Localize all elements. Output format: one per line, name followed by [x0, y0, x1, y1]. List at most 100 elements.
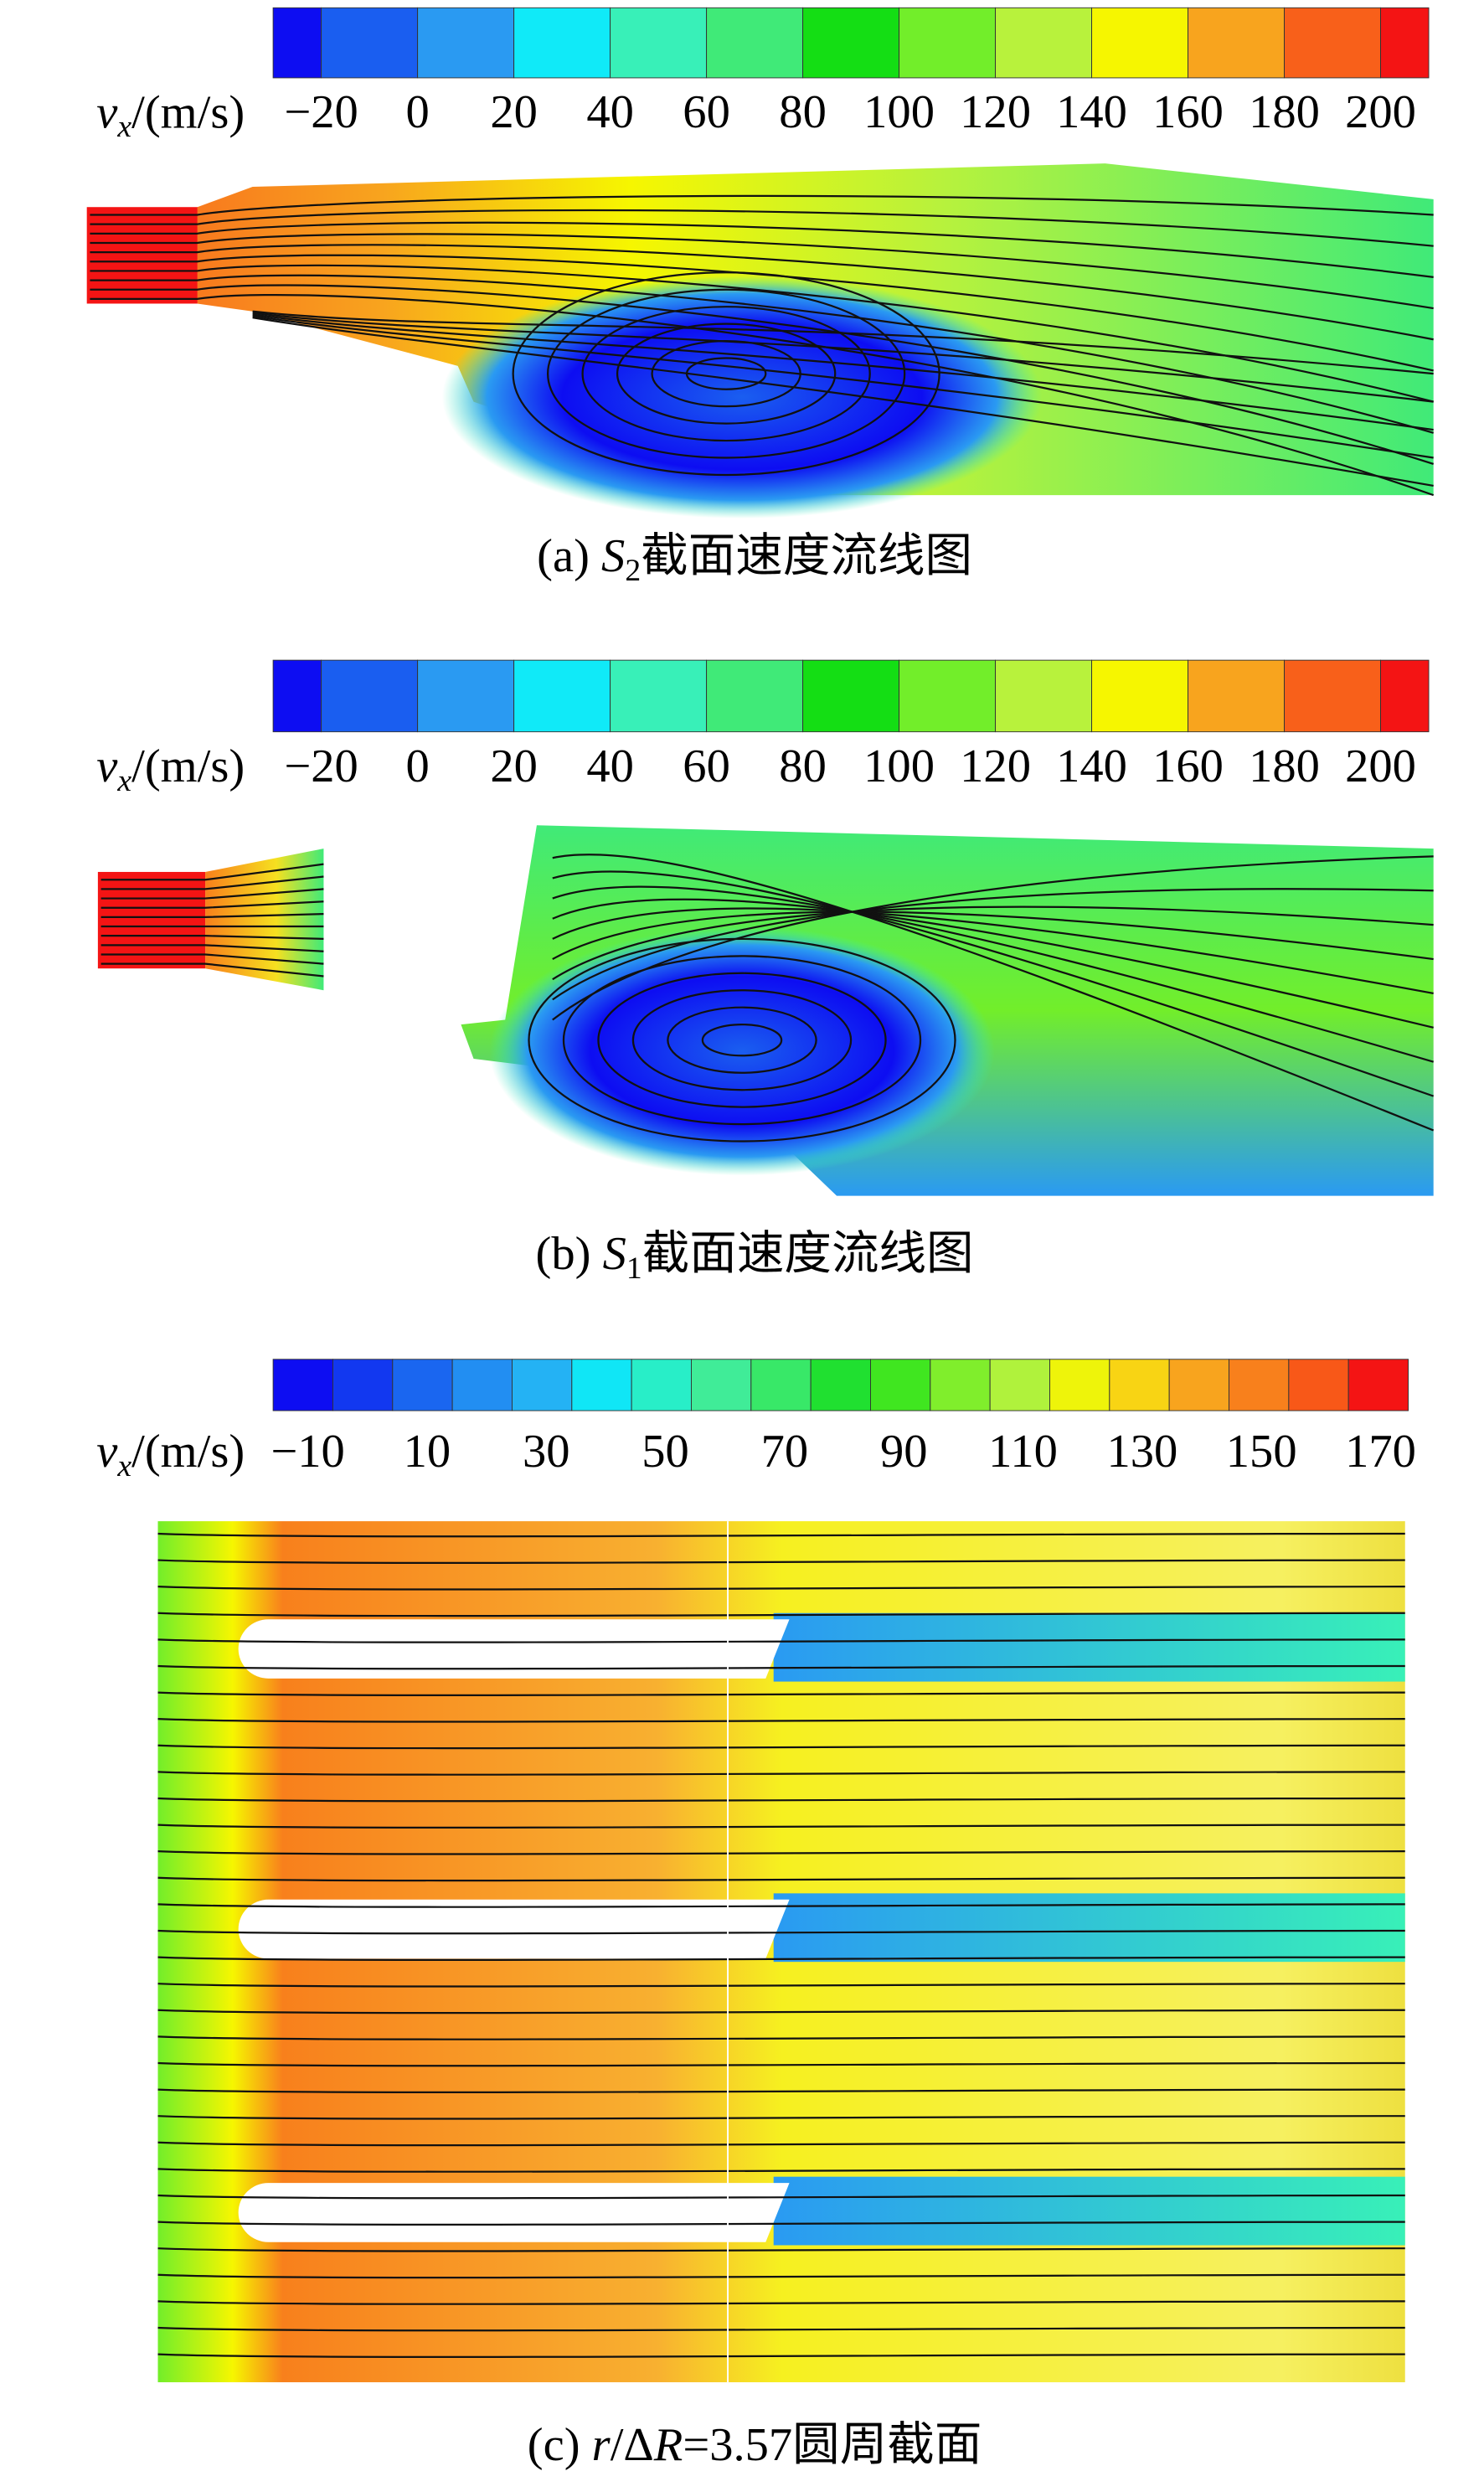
caption-symbol: R [653, 2419, 683, 2471]
streamline [157, 2141, 1405, 2147]
caption-text: 截面速度流线图 [641, 530, 972, 582]
colorbar-label: vx/(m/s) [96, 87, 245, 144]
colorbar-segment [995, 7, 1093, 79]
colorbar-segment [1049, 1359, 1110, 1411]
colorbar-segment [571, 1359, 632, 1411]
colorbar-segment [1229, 1359, 1290, 1411]
colorbar-segment [810, 1359, 871, 1411]
variable: v [96, 87, 117, 139]
caption-prefix: (c) [528, 2419, 592, 2471]
vortex-streamline [631, 989, 853, 1091]
streamline [157, 1559, 1405, 1564]
colorbar-tick-label: 20 [490, 740, 538, 792]
caption-text: =3.57圆周截面 [683, 2419, 982, 2471]
vortex-streamline [651, 339, 801, 408]
streamline [157, 2326, 1405, 2332]
colorbar-segment [1288, 1359, 1349, 1411]
colorbar-segment [513, 7, 611, 79]
streamline [157, 1586, 1405, 1591]
colorbar-segment [1284, 7, 1381, 79]
colorbar-tick-label: 60 [683, 87, 730, 139]
inlet [86, 207, 201, 304]
vortex-streamline [512, 271, 940, 477]
subscript: x [116, 1449, 131, 1483]
colorbar-segment [610, 659, 708, 733]
streamline [157, 2353, 1405, 2359]
colorbar-segment [1091, 7, 1189, 79]
colorbar-tick-label: 160 [1152, 740, 1224, 792]
caption-symbol: S [601, 530, 625, 582]
colorbar-segment [1188, 7, 1286, 79]
caption: (b) S1截面速度流线图 [536, 1228, 974, 1285]
colorbar-tick-label: 90 [880, 1426, 928, 1478]
colorbar-label: vx/(m/s) [96, 1426, 245, 1483]
panel: vx/(m/s) −10 10 30 50 70 90 110 130 150 170 (c) r/Δ… [96, 1359, 1416, 2471]
colorbar-tick-label: 130 [1106, 1426, 1177, 1478]
colorbar-tick-label: 170 [1345, 1426, 1416, 1478]
colorbar-segment [870, 1359, 931, 1411]
blade [238, 1619, 790, 1679]
colorbar-segment [417, 7, 515, 79]
caption-symbol: S [603, 1228, 626, 1280]
streamline [157, 1638, 1405, 1643]
colorbar-tick-label: 30 [523, 1426, 570, 1478]
streamline [157, 2115, 1405, 2120]
colorbar-tick-label: 180 [1249, 740, 1320, 792]
vortex-streamline [616, 322, 837, 425]
blade [238, 2183, 790, 2242]
colorbar-label: vx/(m/s) [96, 740, 245, 797]
colorbar-segment [1347, 1359, 1409, 1411]
colorbar-segment [1380, 7, 1430, 79]
streamline [157, 2088, 1405, 2094]
vortex [489, 926, 995, 1176]
streamline [157, 1797, 1405, 1803]
colorbar-tick-label: 100 [863, 87, 935, 139]
streamline [157, 2300, 1405, 2305]
nozzle [205, 849, 324, 991]
streamline [90, 244, 1434, 341]
streamline [157, 1956, 1405, 1961]
panel: vx/(m/s) −20 0 20 40 60 80 100 120 140 160 180 200 (b… [96, 659, 1430, 1285]
colorbar-segment [1168, 1359, 1229, 1411]
colorbar-tick-label: 80 [779, 87, 827, 139]
streamline [100, 944, 324, 952]
colorbar-segment [1109, 1359, 1170, 1411]
colorbar-segment [899, 7, 997, 79]
caption-text: 截面速度流线图 [642, 1228, 974, 1280]
colorbar-tick-label: 110 [988, 1426, 1058, 1478]
colorbar-segment [899, 659, 997, 733]
colorbar-segment [451, 1359, 513, 1411]
colorbar-segment [511, 1359, 573, 1411]
streamline [157, 2035, 1405, 2040]
colorbar-segment [750, 1359, 812, 1411]
streamline [90, 264, 1434, 403]
streamline [157, 1718, 1405, 1723]
streamline [90, 294, 1435, 497]
colorbar-tick-label: 50 [642, 1426, 689, 1478]
colorbar-tick-label: 160 [1152, 87, 1224, 139]
streamline [100, 875, 324, 890]
streamline [157, 2273, 1405, 2279]
colorbar-segment [321, 7, 419, 79]
streamline [100, 953, 324, 965]
colorbar-tick-label: 40 [586, 740, 634, 792]
streamline [157, 1691, 1405, 1696]
streamline [157, 1876, 1405, 1882]
streamline [157, 2247, 1405, 2252]
colorbar-segment [513, 659, 611, 733]
streamline [157, 1850, 1405, 1855]
streamline [157, 1532, 1405, 1538]
subscript: x [116, 110, 131, 144]
streamline [100, 962, 324, 978]
streamline [157, 1983, 1405, 1988]
vortex-streamline [547, 288, 906, 459]
colorbar-tick-label: −10 [271, 1426, 344, 1478]
panel: vx/(m/s) −20 0 20 40 60 80 100 120 140 160 180 200 (a… [96, 7, 1430, 588]
streamline [157, 2061, 1405, 2067]
colorbar-segment [272, 7, 322, 79]
vortex [441, 276, 1043, 518]
colorbar-segment [417, 659, 515, 733]
colorbar-tick-label: −20 [284, 740, 358, 792]
colorbar-tick-label: 200 [1345, 87, 1416, 139]
